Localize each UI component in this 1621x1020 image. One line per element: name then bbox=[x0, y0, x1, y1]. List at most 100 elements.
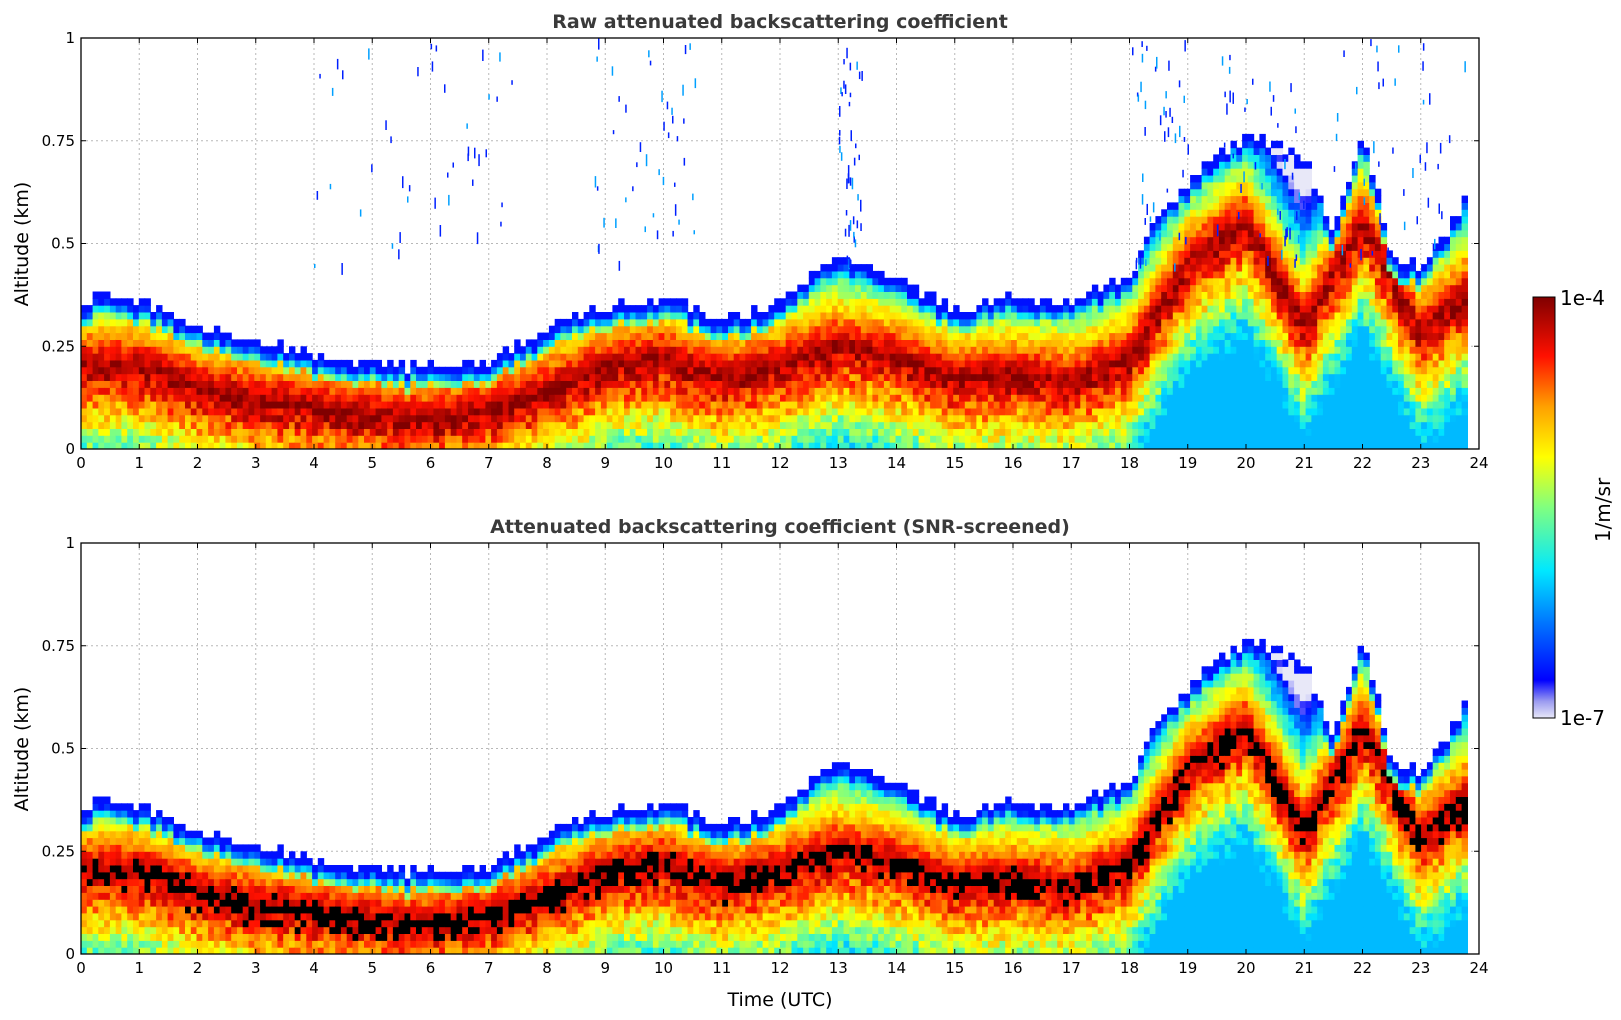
heatmap-cell bbox=[375, 442, 382, 449]
heatmap-cell bbox=[1253, 414, 1260, 423]
heatmap-cell bbox=[173, 346, 180, 354]
heatmap-cell bbox=[710, 318, 717, 327]
heatmap-cell bbox=[843, 442, 850, 449]
heatmap-cell bbox=[878, 339, 885, 347]
heatmap-cell bbox=[1132, 407, 1139, 416]
heatmap-cell bbox=[173, 332, 180, 340]
heatmap-cell bbox=[803, 366, 810, 375]
heatmap-cell bbox=[219, 401, 226, 409]
heatmap-cell bbox=[722, 373, 729, 381]
heatmap-cell bbox=[1253, 181, 1260, 190]
heatmap-cell bbox=[1201, 223, 1208, 231]
heatmap-cell bbox=[1051, 435, 1058, 443]
heatmap-cell bbox=[866, 421, 873, 429]
heatmap-cell bbox=[439, 373, 446, 381]
heatmap-cell bbox=[762, 359, 769, 368]
heatmap-cell bbox=[225, 373, 232, 381]
heatmap-cell bbox=[167, 359, 174, 368]
heatmap-cell bbox=[1334, 312, 1341, 320]
heatmap-cell bbox=[358, 421, 365, 429]
heatmap-cell bbox=[1109, 380, 1116, 388]
heatmap-cell bbox=[98, 421, 105, 429]
heatmap-cell bbox=[444, 428, 452, 436]
heatmap-cell bbox=[837, 435, 845, 443]
heatmap-cell bbox=[982, 312, 989, 320]
heatmap-cell bbox=[1282, 216, 1289, 224]
heatmap-cell bbox=[138, 401, 146, 409]
heatmap-cell bbox=[785, 394, 793, 402]
heatmap-cell bbox=[733, 380, 741, 388]
heatmap-cell bbox=[572, 414, 579, 423]
heatmap-cell bbox=[92, 291, 99, 299]
heatmap-cell bbox=[820, 332, 827, 340]
heatmap-cell bbox=[1213, 250, 1220, 258]
heatmap-cell bbox=[456, 407, 463, 416]
heatmap-cell bbox=[831, 373, 839, 381]
heatmap-cell bbox=[1034, 380, 1041, 388]
heatmap-cell bbox=[1074, 421, 1081, 429]
heatmap-cell bbox=[1253, 359, 1260, 368]
heatmap-cell bbox=[1224, 346, 1232, 354]
heatmap-cell bbox=[560, 407, 567, 416]
heatmap-cell bbox=[1311, 359, 1318, 368]
heatmap-cell bbox=[947, 380, 954, 388]
heatmap-cell bbox=[693, 325, 700, 334]
heatmap-cell bbox=[1247, 140, 1255, 149]
heatmap-cell bbox=[156, 359, 163, 368]
heatmap-cell bbox=[352, 373, 359, 381]
heatmap-cell bbox=[664, 435, 671, 443]
heatmap-cell bbox=[652, 387, 660, 395]
heatmap-cell bbox=[797, 305, 804, 313]
heatmap-cell bbox=[1080, 407, 1087, 416]
heatmap-cell bbox=[508, 353, 515, 361]
heatmap-cell bbox=[791, 312, 798, 320]
heatmap-cell bbox=[1294, 332, 1301, 340]
heatmap-cell bbox=[866, 435, 873, 443]
heatmap-cell bbox=[704, 318, 712, 327]
heatmap-cell bbox=[1132, 421, 1139, 429]
heatmap-cell bbox=[150, 346, 157, 354]
heatmap-cell bbox=[1103, 387, 1110, 395]
heatmap-cell bbox=[1091, 421, 1099, 429]
heatmap-cell bbox=[566, 394, 573, 402]
heatmap-cell bbox=[242, 380, 250, 388]
heatmap-cell bbox=[520, 401, 527, 409]
heatmap-cell bbox=[964, 318, 972, 327]
heatmap-cell bbox=[1242, 332, 1249, 340]
heatmap-cell bbox=[745, 353, 752, 361]
heatmap-cell bbox=[1155, 257, 1162, 265]
heatmap-cell bbox=[589, 332, 596, 340]
heatmap-cell bbox=[728, 428, 735, 436]
heatmap-cell bbox=[1063, 346, 1070, 354]
heatmap-cell bbox=[1253, 202, 1260, 210]
heatmap-cell bbox=[1149, 236, 1156, 245]
heatmap-cell bbox=[1155, 373, 1162, 381]
heatmap-cell bbox=[98, 394, 105, 402]
heatmap-cell bbox=[878, 284, 885, 292]
heatmap-cell bbox=[768, 346, 775, 354]
heatmap-cell bbox=[600, 366, 608, 375]
heatmap-cell bbox=[1219, 414, 1226, 423]
heatmap-cell bbox=[907, 284, 914, 292]
heatmap-cell bbox=[641, 373, 648, 381]
heatmap-cell bbox=[1149, 346, 1156, 354]
heatmap-cell bbox=[808, 373, 816, 381]
heatmap-cell bbox=[664, 332, 671, 340]
heatmap-cell bbox=[1219, 154, 1226, 162]
heatmap-cell bbox=[1305, 168, 1312, 176]
heatmap-cell bbox=[213, 421, 221, 429]
heatmap-cell bbox=[1109, 332, 1116, 340]
heatmap-cell bbox=[1155, 325, 1162, 334]
heatmap-cell bbox=[1155, 353, 1162, 361]
heatmap-cell bbox=[808, 298, 816, 306]
heatmap-cell bbox=[1299, 325, 1307, 334]
heatmap-cell bbox=[1219, 147, 1226, 155]
heatmap-cell bbox=[329, 428, 336, 436]
heatmap-cell bbox=[1265, 209, 1272, 217]
heatmap-cell bbox=[289, 442, 296, 449]
heatmap-cell bbox=[127, 407, 134, 416]
heatmap-cell bbox=[1097, 407, 1105, 416]
heatmap-cell bbox=[1236, 195, 1243, 203]
heatmap-cell bbox=[265, 442, 273, 449]
heatmap-cell bbox=[664, 387, 671, 395]
